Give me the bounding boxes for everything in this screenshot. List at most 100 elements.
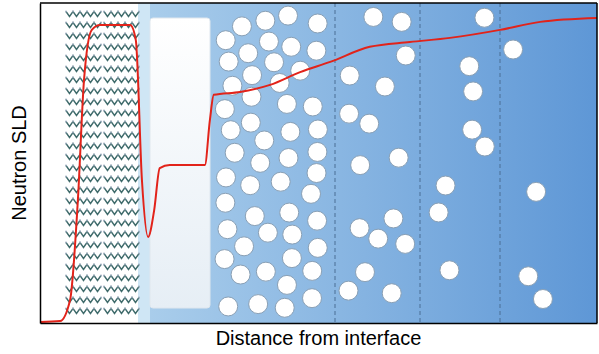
- atom: [131, 297, 133, 299]
- atom: [79, 264, 81, 266]
- atom: [72, 198, 74, 200]
- atom: [79, 11, 81, 13]
- atom: [79, 88, 81, 90]
- atom: [72, 121, 74, 123]
- atom: [124, 154, 126, 156]
- atom: [103, 143, 105, 145]
- atom: [117, 33, 119, 35]
- atom: [93, 165, 95, 167]
- pore: [440, 261, 459, 280]
- pore: [340, 66, 359, 85]
- atom: [117, 44, 119, 46]
- atom: [117, 176, 119, 178]
- atom: [79, 308, 81, 310]
- atom: [72, 44, 74, 46]
- atom: [138, 231, 140, 233]
- atom: [79, 22, 81, 24]
- pore: [339, 281, 358, 300]
- atom: [131, 33, 133, 35]
- pore: [265, 53, 284, 72]
- atom: [79, 242, 81, 244]
- atom: [72, 55, 74, 57]
- atom: [110, 275, 112, 277]
- atom: [124, 11, 126, 13]
- lipid-chain: [104, 67, 139, 72]
- pore: [364, 7, 383, 26]
- atom: [100, 132, 102, 134]
- pore: [281, 122, 300, 141]
- atom: [79, 286, 81, 288]
- atom: [131, 275, 133, 277]
- pore: [308, 14, 327, 33]
- pore: [239, 44, 258, 63]
- atom: [72, 132, 74, 134]
- atom: [117, 253, 119, 255]
- lipid-chain: [104, 221, 139, 226]
- atom: [117, 132, 119, 134]
- atom: [79, 99, 81, 101]
- schematic: [65, 3, 597, 323]
- divider: [335, 3, 336, 323]
- lipid-chain: [66, 265, 101, 270]
- lipid-chain: [104, 78, 139, 83]
- x-axis: [41, 323, 598, 324]
- pore: [215, 100, 234, 119]
- atom: [93, 275, 95, 277]
- atom: [100, 88, 102, 90]
- atom: [100, 33, 102, 35]
- atom: [103, 220, 105, 222]
- pore: [308, 238, 327, 257]
- atom: [110, 132, 112, 134]
- atom: [117, 99, 119, 101]
- atom: [65, 264, 67, 266]
- atom: [86, 165, 88, 167]
- atom: [100, 44, 102, 46]
- atom: [93, 88, 95, 90]
- atom: [110, 176, 112, 178]
- atom: [138, 220, 140, 222]
- atom: [103, 88, 105, 90]
- atom: [103, 286, 105, 288]
- atom: [100, 143, 102, 145]
- atom: [86, 143, 88, 145]
- atom: [117, 110, 119, 112]
- atom: [79, 220, 81, 222]
- pore: [389, 148, 408, 167]
- atom: [117, 297, 119, 299]
- atom: [110, 187, 112, 189]
- atom: [103, 110, 105, 112]
- atom: [93, 187, 95, 189]
- atom: [124, 88, 126, 90]
- lipid-chain: [66, 309, 101, 314]
- atom: [65, 44, 67, 46]
- atom: [65, 154, 67, 156]
- lipid-chain: [104, 100, 139, 105]
- atom: [103, 165, 105, 167]
- atom: [100, 275, 102, 277]
- atom: [124, 55, 126, 57]
- atom: [93, 143, 95, 145]
- atom: [117, 264, 119, 266]
- atom: [131, 121, 133, 123]
- lipid-chain: [104, 309, 139, 314]
- atom: [103, 121, 105, 123]
- atom: [100, 297, 102, 299]
- atom: [117, 88, 119, 90]
- x-axis-title: Distance from interface: [216, 327, 422, 349]
- lipid-chain: [104, 232, 139, 237]
- atom: [103, 55, 105, 57]
- atom: [131, 242, 133, 244]
- atom: [131, 187, 133, 189]
- atom: [79, 33, 81, 35]
- atom: [100, 242, 102, 244]
- atom: [124, 308, 126, 310]
- lipid-chain: [104, 111, 139, 116]
- atom: [86, 99, 88, 101]
- pore: [215, 250, 234, 269]
- atom: [131, 286, 133, 288]
- lipid-chain: [66, 12, 101, 17]
- atom: [72, 99, 74, 101]
- atom: [103, 242, 105, 244]
- atom: [110, 88, 112, 90]
- lipid-chain: [104, 188, 139, 193]
